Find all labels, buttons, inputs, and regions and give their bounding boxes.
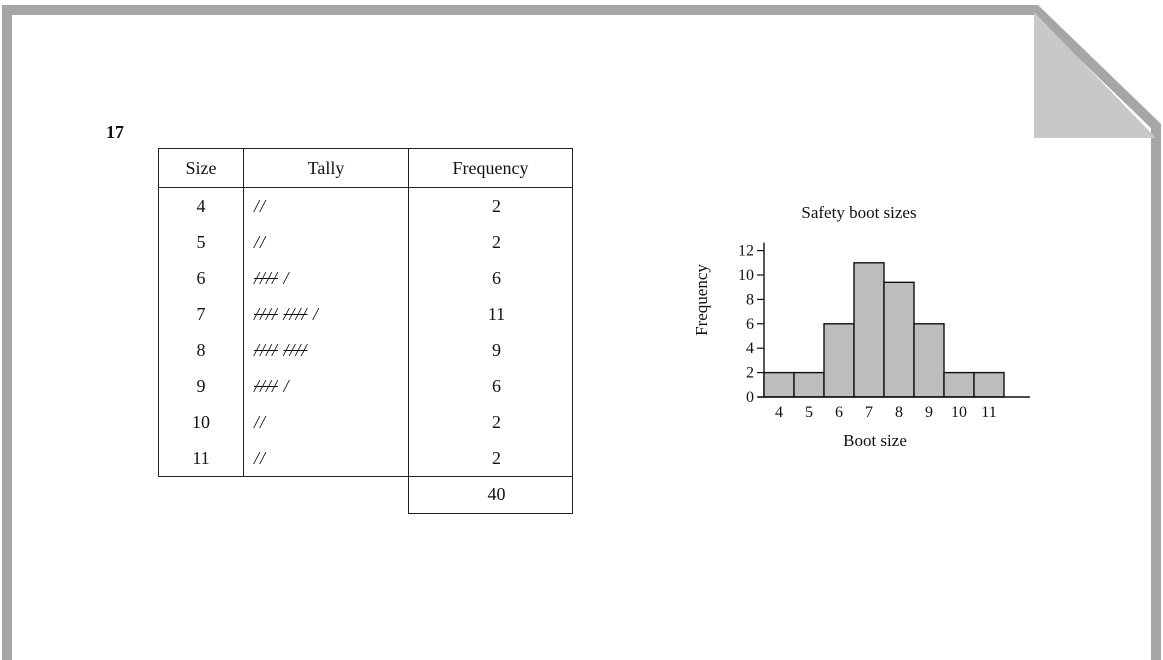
tally-cell: //: [243, 187, 409, 224]
x-tick-label: 10: [951, 404, 967, 421]
table-row: 11// 2: [158, 440, 573, 477]
total-frequency-cell: 40: [408, 476, 573, 514]
y-tick-label: 4: [746, 340, 754, 357]
tally-cell: //: [243, 224, 409, 260]
question-number: 17: [106, 122, 124, 142]
size-cell: 7: [158, 296, 244, 332]
size-cell: 6: [158, 260, 244, 296]
size-cell: 10: [158, 404, 244, 440]
y-tick-label: 2: [746, 365, 754, 382]
y-tick-label: 8: [746, 291, 754, 308]
size-cell: 11: [158, 440, 244, 477]
y-axis-label: Frequency: [692, 264, 711, 336]
histogram-bar: [793, 371, 825, 398]
x-tick-label: 8: [895, 404, 903, 421]
size-cell: 4: [158, 187, 244, 224]
frequency-cell: 2: [408, 187, 573, 224]
y-tick-label: 6: [746, 316, 754, 333]
frequency-cell: 2: [408, 224, 573, 260]
total-row: 40: [159, 476, 573, 514]
size-cell: 9: [158, 368, 244, 404]
y-tick-label: 12: [738, 243, 754, 260]
tally-table: Size Tally Frequency 4// 2 5// 2 6//// / 6…: [158, 148, 573, 514]
histogram-bar: [853, 262, 885, 398]
header-size: Size: [158, 148, 244, 188]
y-tick-label: 10: [738, 267, 754, 284]
x-axis-label: Boot size: [843, 431, 907, 450]
tally-cell: //// /: [243, 260, 409, 296]
page-fold-corner: [1034, 12, 1156, 138]
table-row: 7//// //// / 11: [158, 296, 573, 332]
size-cell: 5: [158, 224, 244, 260]
table-row: 8//// //// 9: [158, 332, 573, 368]
table-row: 6//// / 6: [158, 260, 573, 296]
frequency-cell: 11: [408, 296, 573, 332]
size-cell: 8: [158, 332, 244, 368]
page-border: [2, 5, 1161, 660]
header-frequency: Frequency: [408, 148, 573, 188]
x-tick-label: 5: [805, 404, 813, 421]
tally-cell: //: [243, 440, 409, 477]
chart-title: Safety boot sizes: [801, 203, 916, 222]
frequency-cell: 6: [408, 368, 573, 404]
x-tick-label: 6: [835, 404, 843, 421]
histogram-chart: Safety boot sizes Frequency Boot size 4 5…: [680, 190, 1060, 470]
tally-cell: //// /: [243, 368, 409, 404]
tally-cell: //// //// /: [243, 296, 409, 332]
histogram-bar: [823, 323, 855, 398]
tally-cell: //// ////: [243, 332, 409, 368]
tally-cell: //: [243, 404, 409, 440]
total-empty-cell: [244, 477, 409, 514]
frequency-cell: 2: [408, 404, 573, 440]
table-row: 9//// / 6: [158, 368, 573, 404]
x-tick-label: 7: [865, 404, 873, 421]
total-empty-cell: [159, 477, 244, 514]
x-tick-label: 11: [981, 404, 996, 421]
table-row: 4// 2: [158, 187, 573, 224]
header-tally: Tally: [243, 148, 409, 188]
frequency-cell: 6: [408, 260, 573, 296]
table-row: 5// 2: [158, 224, 573, 260]
x-tick-label: 9: [925, 404, 933, 421]
table-header-row: Size Tally Frequency: [158, 148, 573, 188]
frequency-cell: 2: [408, 440, 573, 477]
histogram-bar: [763, 371, 795, 398]
y-tick-label: 0: [746, 389, 754, 406]
histogram-svg: Safety boot sizes Frequency Boot size 4 5…: [692, 203, 1030, 450]
histogram-bar: [943, 371, 975, 398]
frequency-cell: 9: [408, 332, 573, 368]
histogram-bar: [973, 371, 1005, 398]
table-row: 10// 2: [158, 404, 573, 440]
histogram-bar: [883, 281, 915, 398]
x-tick-label: 4: [775, 404, 783, 421]
histogram-bar: [913, 323, 945, 398]
